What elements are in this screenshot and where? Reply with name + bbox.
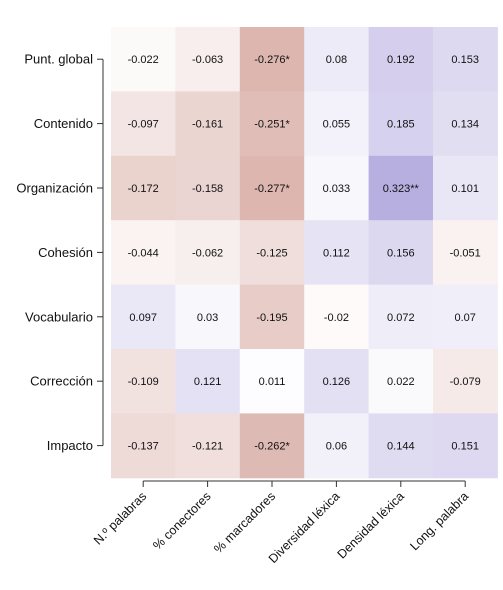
heatmap-cell	[433, 91, 498, 157]
x-tick-label: % conectores	[150, 489, 213, 552]
heatmap-cell	[239, 284, 305, 350]
heatmap-cell	[111, 349, 176, 414]
heatmap-cell	[368, 155, 434, 221]
heatmap-cells: -0.022 -0.063 -0.276* 0.08 0.192 0.153 -0.097 -…	[111, 27, 498, 479]
cell-value-label: -0.262*	[254, 441, 290, 453]
cell-value-label: 0.151	[451, 441, 479, 453]
heatmap-cell	[304, 27, 370, 92]
y-tick-label: Corrección	[30, 374, 93, 389]
cell-value-label: 0.134	[451, 119, 479, 131]
cell-value-label: 0.144	[387, 441, 415, 453]
cell-value-label: -0.125	[256, 247, 287, 259]
heatmap-cell	[175, 27, 241, 92]
heatmap-cell	[175, 220, 241, 286]
x-tick-label: Long. palabra	[407, 489, 471, 553]
heatmap-cell	[368, 413, 434, 479]
cell-value-label: -0.044	[128, 247, 159, 259]
cell-value-label: -0.251*	[254, 119, 290, 131]
heatmap-cell	[111, 220, 176, 286]
cell-value-label: 0.121	[194, 376, 222, 388]
x-tick-label: % marcadores	[211, 489, 278, 556]
cell-value-label: 0.126	[323, 376, 351, 388]
cell-value-label: 0.011	[259, 376, 286, 388]
heatmap-cell	[239, 27, 305, 92]
cell-value-label: -0.158	[192, 183, 223, 195]
cell-value-label: -0.277*	[254, 183, 290, 195]
heatmap-cell	[239, 349, 305, 414]
cell-value-label: 0.097	[129, 312, 157, 324]
cell-value-label: -0.137	[128, 441, 159, 453]
heatmap-cell	[433, 284, 498, 350]
heatmap-cell	[111, 155, 176, 221]
cell-value-label: 0.033	[323, 183, 351, 195]
cell-value-label: 0.156	[387, 247, 415, 259]
cell-value-label: -0.063	[192, 54, 223, 66]
cell-value-label: -0.161	[192, 119, 223, 131]
cell-value-label: -0.097	[128, 119, 159, 131]
cell-value-label: 0.022	[387, 376, 415, 388]
cell-value-label: -0.062	[192, 247, 223, 259]
cell-value-label: -0.02	[324, 312, 349, 324]
heatmap-cell	[433, 413, 498, 479]
heatmap-cell	[368, 349, 434, 414]
heatmap-cell	[239, 91, 305, 157]
x-tick-label: Diversidad léxica	[266, 489, 343, 566]
heatmap-cell	[175, 155, 241, 221]
heatmap-cell	[175, 284, 241, 350]
heatmap-cell	[239, 155, 305, 221]
cell-value-label: 0.101	[451, 183, 479, 195]
cell-value-label: 0.185	[387, 119, 415, 131]
heatmap-cell	[304, 284, 370, 350]
heatmap-cell	[111, 284, 176, 350]
heatmap-cell	[304, 220, 370, 286]
cell-value-label: 0.072	[387, 312, 415, 324]
heatmap-cell	[111, 413, 176, 479]
heatmap-cell	[368, 91, 434, 157]
cell-value-label: 0.055	[323, 119, 351, 131]
y-tick-label: Punt. global	[24, 52, 93, 67]
heatmap-cell	[304, 413, 370, 479]
heatmap-cell	[433, 27, 498, 92]
cell-value-label: -0.121	[192, 441, 223, 453]
heatmap-cell	[111, 91, 176, 157]
cell-value-label: -0.276*	[254, 54, 290, 66]
cell-value-label: 0.192	[387, 54, 415, 66]
heatmap-cell	[175, 91, 241, 157]
cell-value-label: -0.109	[128, 376, 159, 388]
x-tick-label: Densidad léxica	[335, 489, 407, 561]
cell-value-label: -0.022	[128, 54, 159, 66]
heatmap-cell	[433, 349, 498, 414]
heatmap-cell	[304, 155, 370, 221]
heatmap-cell	[175, 349, 241, 414]
heatmap-cell	[433, 155, 498, 221]
heatmap-cell	[304, 91, 370, 157]
y-tick-label: Cohesión	[38, 245, 93, 260]
y-tick-label: Organización	[16, 181, 93, 196]
cell-value-label: 0.06	[326, 441, 347, 453]
cell-value-label: 0.03	[197, 312, 218, 324]
heatmap-cell	[433, 220, 498, 286]
heatmap-cell	[239, 413, 305, 479]
heatmap-cell	[175, 413, 241, 479]
heatmap-cell	[304, 349, 370, 414]
cell-value-label: 0.323**	[383, 183, 420, 195]
heatmap-cell	[368, 27, 434, 92]
heatmap-cell	[239, 220, 305, 286]
y-tick-label: Vocabulario	[25, 309, 93, 324]
cell-value-label: -0.195	[256, 312, 287, 324]
cell-value-label: -0.079	[450, 376, 481, 388]
x-tick-label: N.º palabras	[91, 489, 149, 547]
heatmap-cell	[368, 220, 434, 286]
y-tick-label: Impacto	[47, 438, 93, 453]
cell-value-label: 0.08	[326, 54, 347, 66]
cell-value-label: 0.07	[454, 312, 475, 324]
cell-value-label: -0.172	[128, 183, 159, 195]
cell-value-label: -0.051	[450, 247, 481, 259]
heatmap-cell	[111, 27, 176, 92]
y-tick-label: Contenido	[34, 116, 93, 131]
heatmap-cell	[368, 284, 434, 350]
cell-value-label: 0.153	[451, 54, 479, 66]
cell-value-label: 0.112	[323, 247, 350, 259]
